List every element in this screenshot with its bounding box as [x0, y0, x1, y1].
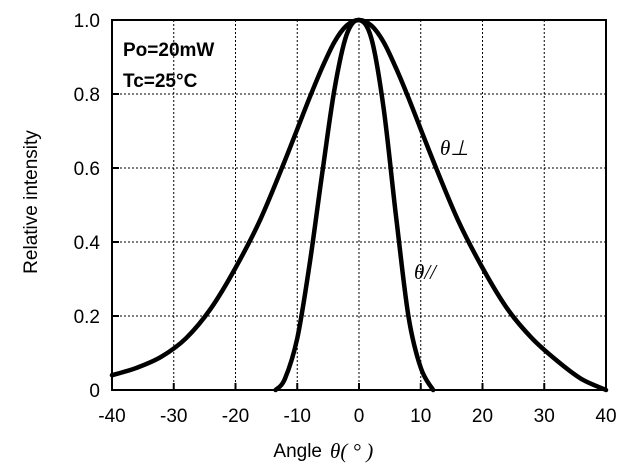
x-tick-label: -10: [284, 406, 311, 427]
curve-parallel: [273, 17, 436, 393]
series-label-parallel: θ//: [414, 260, 438, 284]
x-axis-symbol: θ( ° ): [330, 439, 373, 463]
x-tick-label: 40: [595, 406, 616, 427]
series-label-perpendicular: θ⊥: [440, 136, 469, 160]
x-axis-title: Angle: [273, 441, 322, 462]
x-tick-label: 10: [410, 406, 431, 427]
y-tick-label: 0.2: [74, 307, 100, 328]
y-axis-title: Relative intensity: [21, 130, 42, 274]
x-tick-label: -30: [160, 406, 187, 427]
x-tick-label: -20: [222, 406, 249, 427]
x-tick-label: 20: [472, 406, 493, 427]
annotation-temperature: Tc=25°C: [123, 71, 198, 92]
labels: -40 -30 -20 -10 0 10 20 30 40 0 0.2 0.4 0.6 0.8 1.0: [74, 11, 617, 427]
y-tick-label: 0: [89, 381, 100, 402]
x-tick-label: 30: [534, 406, 555, 427]
x-tick-label: -40: [98, 406, 125, 427]
x-tick-label: 0: [354, 406, 365, 427]
y-tick-label: 0.6: [74, 159, 100, 180]
y-tick-label: 0.8: [74, 85, 100, 106]
annotation-power: Po=20mW: [123, 40, 214, 61]
y-tick-label: 1.0: [74, 11, 100, 32]
grid: [112, 20, 606, 390]
y-tick-label: 0.4: [74, 233, 101, 254]
ticks: [111, 19, 607, 391]
